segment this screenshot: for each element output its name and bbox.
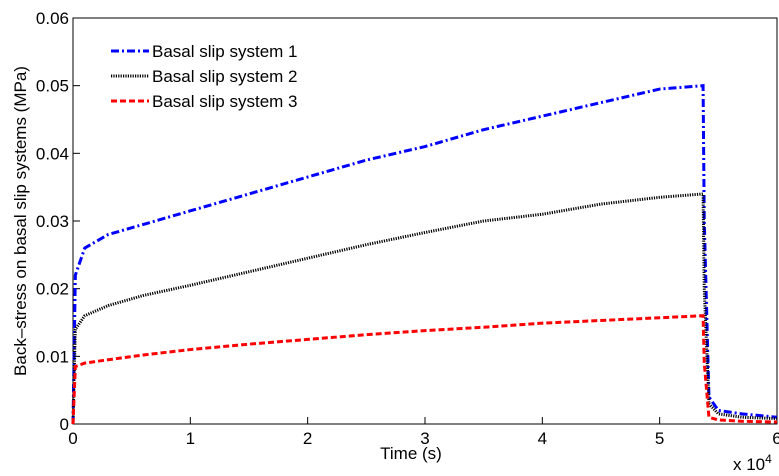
x-tick-label: 2 xyxy=(303,429,312,448)
y-tick-label: 0.01 xyxy=(36,347,69,366)
x-multiplier: x 104 xyxy=(733,452,772,474)
x-tick-label: 1 xyxy=(186,429,195,448)
x-multiplier-exponent: 4 xyxy=(765,452,772,466)
data-line xyxy=(71,314,778,425)
y-tick-label: 0.06 xyxy=(36,9,69,28)
y-tick-label: 0 xyxy=(60,415,69,434)
x-axis-label: Time (s) xyxy=(380,444,442,463)
x-tick-label: 4 xyxy=(538,429,547,448)
legend-label: Basal slip system 3 xyxy=(152,92,298,111)
y-tick-label: 0.05 xyxy=(36,77,69,96)
x-tick-label: 5 xyxy=(655,429,664,448)
y-tick-label: 0.03 xyxy=(36,212,69,231)
y-tick-label: 0.02 xyxy=(36,280,69,299)
x-tick-label: 0 xyxy=(68,429,77,448)
y-tick-label: 0.04 xyxy=(36,144,69,163)
x-multiplier-base: x 10 xyxy=(733,455,765,474)
data-line xyxy=(71,84,778,425)
x-tick-label: 6 xyxy=(772,429,779,448)
x-tick-label: 3 xyxy=(420,429,429,448)
data-line xyxy=(71,192,778,425)
y-axis-label: Back–stress on basal slip systems (MPa) xyxy=(11,66,30,376)
legend-label: Basal slip system 2 xyxy=(152,67,298,86)
legend-label: Basal slip system 1 xyxy=(152,42,298,61)
